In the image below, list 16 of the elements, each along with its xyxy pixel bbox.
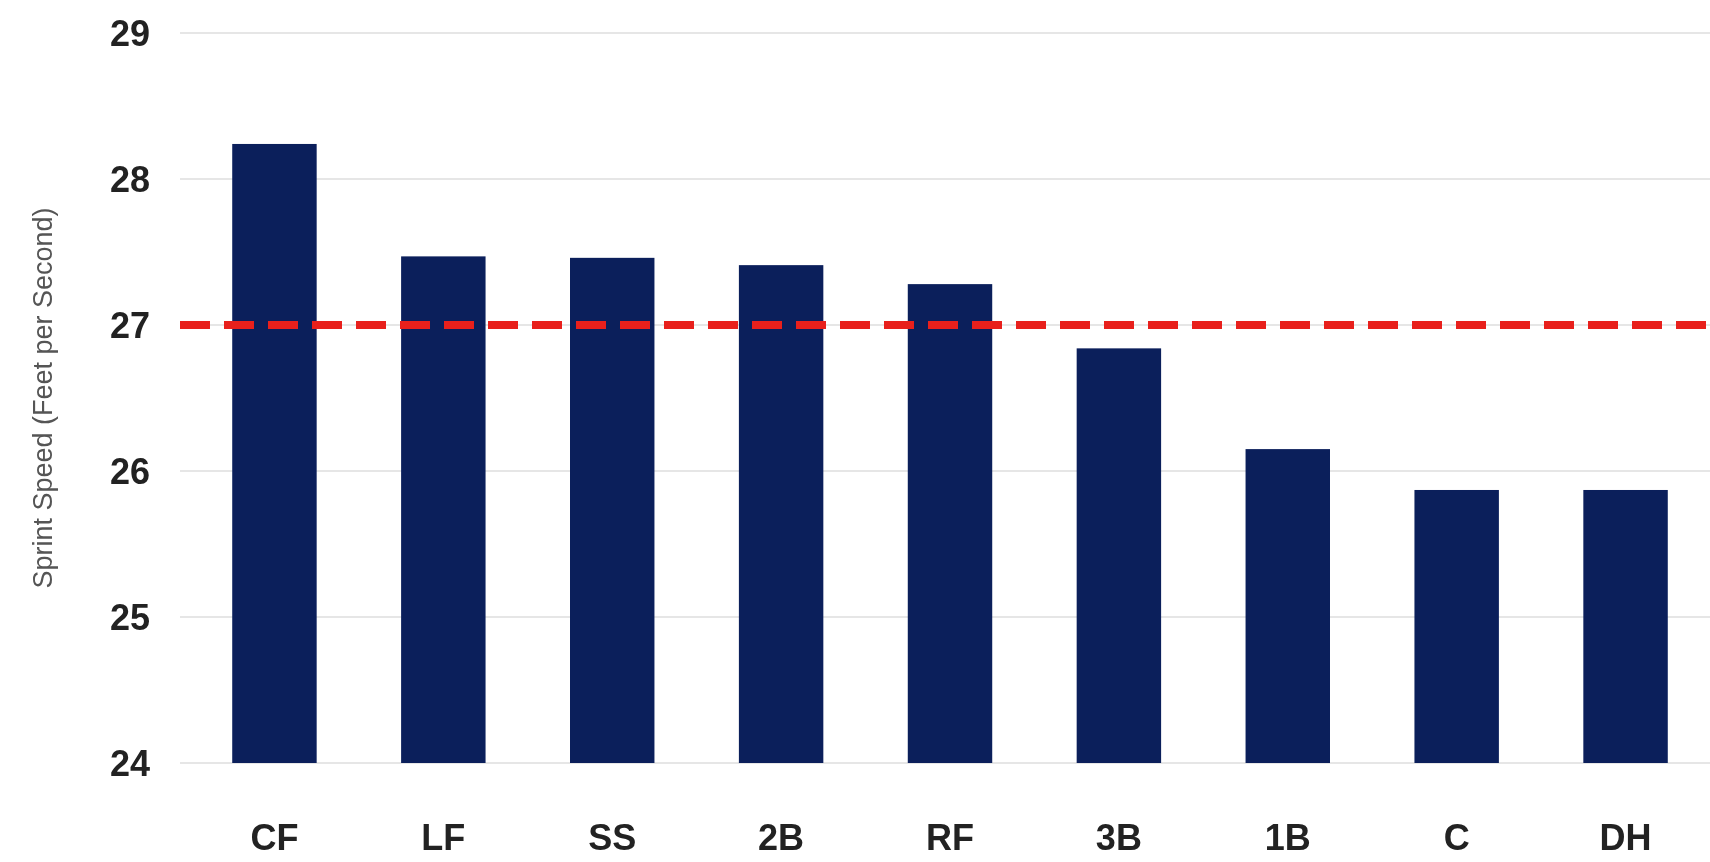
x-tick-label: 2B: [758, 817, 805, 858]
x-tick-label: C: [1443, 817, 1470, 858]
x-tick-label: DH: [1599, 817, 1652, 858]
y-tick-label: 27: [109, 304, 150, 346]
y-tick-label: 25: [109, 596, 150, 638]
y-tick-label: 26: [109, 450, 150, 492]
x-tick-label: LF: [421, 817, 466, 858]
x-tick-label: CF: [250, 817, 299, 858]
y-tick-label: 24: [109, 742, 150, 784]
x-tick-label: 3B: [1095, 817, 1142, 858]
y-axis-title: Sprint Speed (Feet per Second): [28, 207, 58, 589]
x-tick-label: 1B: [1264, 817, 1311, 858]
y-tick-label: 28: [109, 158, 150, 200]
x-tick-label: RF: [926, 817, 974, 858]
y-tick-label: 29: [109, 12, 150, 54]
x-tick-label: SS: [588, 817, 637, 858]
